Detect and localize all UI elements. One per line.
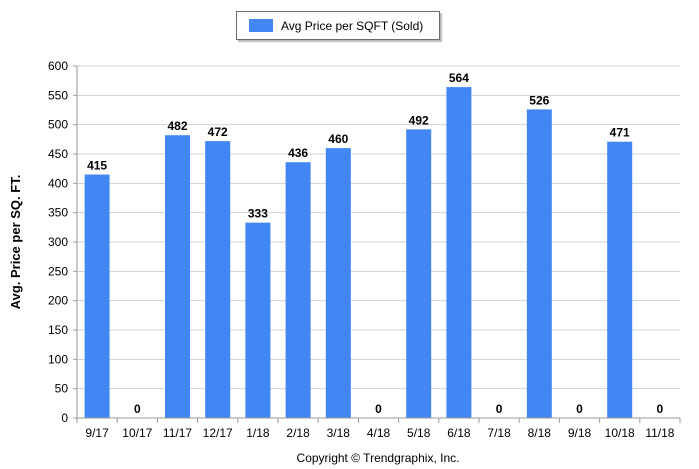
data-label: 0: [375, 402, 382, 416]
data-label: 333: [248, 207, 268, 221]
y-tick-label: 450: [48, 147, 68, 161]
bar: [245, 222, 271, 418]
bar: [406, 129, 432, 419]
bar: [526, 109, 552, 418]
data-label: 526: [529, 93, 549, 107]
data-label: 492: [409, 113, 429, 127]
bar: [285, 162, 311, 418]
x-tick-label: 6/18: [447, 426, 471, 440]
x-tick-label: 10/17: [122, 426, 152, 440]
x-tick-label: 4/18: [367, 426, 391, 440]
x-tick-label: 11/18: [645, 426, 674, 440]
bars: [84, 87, 633, 419]
data-label: 564: [449, 71, 469, 85]
x-tick-label: 5/18: [407, 426, 431, 440]
data-label: 471: [610, 126, 630, 140]
x-axis-ticks: 9/17 10/17 11/17 12/17 1/18 2/18 3/18 4/18 5/18 6…: [76, 418, 681, 440]
data-labels: 415 0 482 472 333 436 460 0 492 564 0 526 0 471 0: [87, 71, 663, 416]
x-tick-label: 8/18: [528, 426, 552, 440]
legend-label: Avg Price per SQFT (Sold): [281, 18, 424, 33]
data-label: 0: [496, 402, 503, 416]
bar: [325, 148, 351, 418]
data-label: 0: [134, 402, 141, 416]
bar: [607, 141, 633, 418]
y-axis-title: Avg. Price per SQ. FT.: [8, 175, 23, 310]
data-label: 0: [576, 402, 583, 416]
y-axis-ticks: 0 50 100 150 200 250 300 350 400 450 500 550 600: [48, 59, 77, 425]
data-label: 460: [328, 132, 348, 146]
bar: [205, 141, 231, 419]
y-tick-label: 500: [48, 118, 68, 132]
x-tick-label: 12/17: [203, 426, 233, 440]
y-tick-label: 550: [48, 88, 68, 102]
bar: [165, 135, 190, 418]
y-tick-label: 0: [61, 411, 68, 425]
data-label: 436: [288, 146, 308, 160]
y-tick-label: 100: [48, 352, 68, 366]
x-tick-label: 9/17: [85, 426, 109, 440]
x-tick-label: 3/18: [327, 426, 351, 440]
legend-swatch: [249, 19, 273, 32]
x-tick-label: 10/18: [605, 426, 635, 440]
data-label: 472: [208, 125, 228, 139]
y-tick-label: 350: [48, 206, 68, 220]
bar: [446, 87, 472, 419]
data-label: 415: [87, 159, 107, 173]
data-label: 0: [657, 402, 664, 416]
y-tick-label: 200: [48, 294, 68, 308]
y-tick-label: 600: [48, 59, 68, 73]
y-tick-label: 250: [48, 264, 68, 278]
x-tick-label: 2/18: [286, 426, 310, 440]
legend: Avg Price per SQFT (Sold): [236, 11, 440, 40]
x-tick-label: 7/18: [487, 426, 511, 440]
bar: [84, 174, 110, 418]
y-tick-label: 50: [55, 382, 69, 396]
x-tick-label: 1/18: [246, 426, 270, 440]
y-tick-label: 400: [48, 176, 68, 190]
copyright-text: Copyright © Trendgraphix, Inc.: [297, 451, 460, 465]
x-tick-label: 9/18: [568, 426, 592, 440]
y-tick-label: 150: [48, 323, 68, 337]
x-tick-label: 11/17: [163, 426, 192, 440]
y-tick-label: 300: [48, 235, 68, 249]
data-label: 482: [167, 119, 187, 133]
